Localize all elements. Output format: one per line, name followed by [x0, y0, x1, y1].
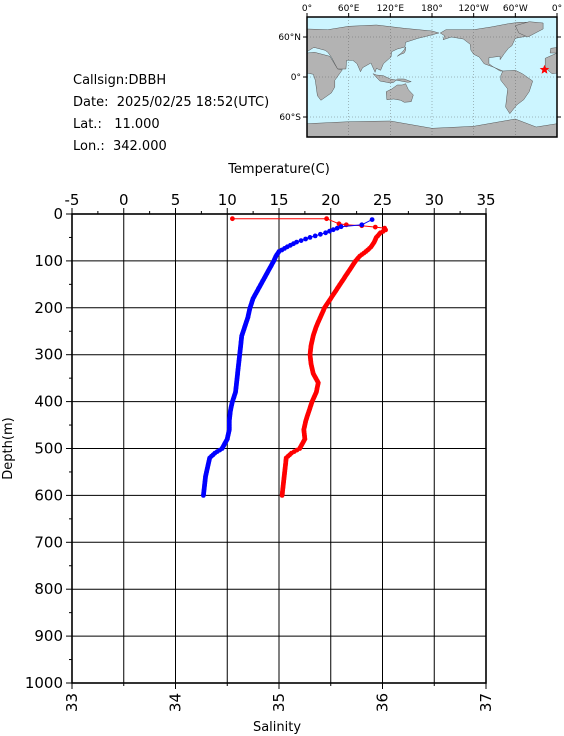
map-land-north-america: [439, 22, 537, 72]
temperature-tick-label: 10: [218, 191, 237, 209]
temperature-tick-label: 15: [269, 191, 288, 209]
salinity-point: [318, 231, 323, 237]
depth-tick-label: 700: [34, 533, 63, 551]
salinity-point: [312, 233, 318, 239]
map-land-indonesia: [372, 73, 413, 84]
salinity-point: [323, 230, 328, 236]
map-group: 0° 60°E 120°E 180° 120°W 60°W 0° 60°N 0° 60°S: [278, 4, 562, 138]
depth-tick-label: 500: [34, 440, 63, 458]
salinity-point: [327, 228, 332, 234]
depth-axis-title: Depth(m): [1, 417, 16, 479]
temperature-point: [279, 493, 285, 498]
depth-tick-label: 400: [34, 393, 63, 411]
temperature-point: [372, 224, 378, 230]
map-lon-label: 60°E: [338, 4, 360, 14]
map-lat-label: 60°S: [279, 113, 301, 123]
salinity-axis-title: Salinity: [253, 720, 301, 735]
salinity-point: [307, 235, 313, 240]
salinity-series: [201, 217, 375, 498]
salinity-point: [303, 236, 308, 242]
salinity-tick-label: 34: [167, 693, 185, 712]
temperature-tick-label: 20: [321, 191, 340, 209]
map-lon-label: 180°: [421, 4, 443, 14]
map-lon-label: 60°W: [503, 4, 528, 14]
callsign-text: Callsign:DBBH: [73, 73, 167, 88]
salinity-tick-label: 35: [270, 693, 288, 712]
temperature-series: [230, 216, 388, 498]
depth-tick-label: 0: [53, 205, 63, 223]
map-lon-label: 0°: [552, 4, 562, 14]
date-text: Date: 2025/02/25 18:52(UTC): [73, 95, 270, 110]
depth-tick-label: 200: [34, 299, 63, 317]
map-land-greenland: [514, 21, 544, 38]
temperature-axis-title: Temperature(C): [227, 162, 330, 177]
map-land-south-america: [500, 70, 533, 115]
map-lon-label: 0°: [302, 4, 312, 14]
depth-tick-label: 900: [34, 627, 63, 645]
salinity-tick-label: 36: [374, 693, 392, 712]
depth-tick-label: 1000: [25, 674, 63, 692]
temperature-point: [230, 216, 235, 222]
salinity-point: [334, 225, 340, 231]
salinity-point: [338, 224, 344, 230]
map-land-europe-asia: [306, 24, 440, 73]
map-land-africa: [306, 52, 343, 101]
temperature-tick-label: 30: [425, 191, 444, 209]
salinity-point: [359, 222, 365, 228]
temperature-point: [324, 216, 329, 222]
temperature-tick-label: 5: [171, 191, 181, 209]
map-lon-label: 120°W: [458, 4, 489, 14]
map-lat-label: 60°N: [278, 33, 301, 43]
temperature-tick-label: 35: [476, 191, 495, 209]
depth-tick-label: 300: [34, 346, 63, 364]
depth-tick-label: 600: [34, 486, 63, 504]
salinity-point: [201, 493, 206, 498]
salinity-point: [369, 217, 375, 223]
station-marker-icon: [539, 64, 550, 74]
map-land-japan: [397, 46, 406, 57]
map-lat-label: 0°: [291, 73, 301, 83]
map-land-australia: [385, 83, 414, 103]
salinity-tick-label: 37: [477, 693, 495, 712]
map-lon-label: 120°E: [377, 4, 405, 14]
salinity-tick-label: 33: [63, 693, 81, 712]
latitude-text: Lat.: 11.000: [73, 117, 160, 132]
depth-tick-label: 800: [34, 580, 63, 598]
station-info: Callsign:DBBH Date: 2025/02/25 18:52(UTC…: [73, 70, 269, 158]
temperature-tick-label: 0: [119, 191, 129, 209]
salinity-point: [298, 238, 304, 244]
temperature-tick-label: -5: [65, 191, 80, 209]
temperature-tick-label: 25: [373, 191, 392, 209]
salinity-point: [330, 227, 336, 233]
longitude-text: Lon.: 342.000: [73, 139, 167, 154]
depth-tick-label: 100: [34, 252, 63, 270]
